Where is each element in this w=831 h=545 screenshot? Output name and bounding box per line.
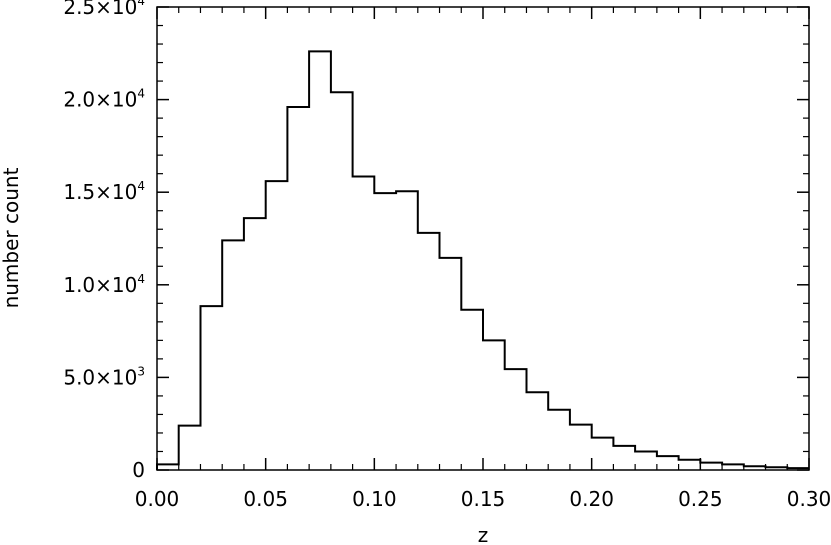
y-tick-label: 1.5×104	[63, 179, 145, 204]
x-tick-label: 0.30	[787, 487, 831, 511]
x-tick-label: 0.05	[243, 487, 288, 511]
y-axis-ticks: 0 5.0×103 1.0×104 1.5×104 2.0×104 2.5×104	[63, 0, 809, 482]
x-tick-label: 0.00	[135, 487, 180, 511]
y-tick-label: 2.5×104	[63, 0, 145, 19]
y-tick-label: 2.0×104	[63, 87, 145, 112]
y-tick-label: 1.0×104	[63, 272, 145, 297]
x-axis-ticks: 0.00 0.05 0.10 0.15 0.20 0.25 0.30	[135, 7, 831, 511]
plot-frame	[156, 6, 810, 471]
histogram-series-line	[156, 50, 809, 470]
y-tick-label: 0	[132, 458, 145, 482]
x-tick-label: 0.25	[678, 487, 723, 511]
y-axis-label: number count	[0, 167, 23, 308]
x-tick-label: 0.10	[352, 487, 397, 511]
x-tick-label: 0.15	[461, 487, 506, 511]
x-axis-label: z	[478, 523, 489, 545]
y-tick-label: 5.0×103	[63, 364, 145, 389]
x-tick-label: 0.20	[569, 487, 614, 511]
